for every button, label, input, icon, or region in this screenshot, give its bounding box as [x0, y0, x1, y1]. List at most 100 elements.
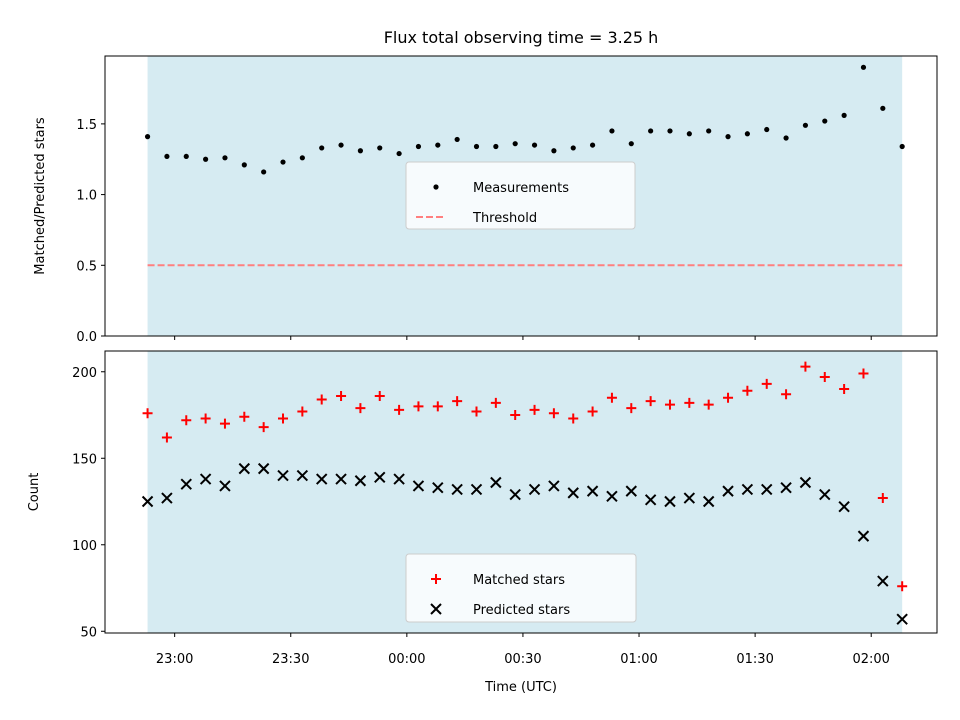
measurement-point: [319, 145, 325, 151]
predicted-star-point: [354, 475, 367, 487]
legend-label: Matched stars: [473, 573, 565, 588]
predicted-star-point: [393, 473, 405, 485]
predicted-star-point: [199, 473, 212, 485]
legend-label: Threshold: [472, 211, 537, 226]
measurement-point: [841, 112, 847, 118]
predicted-star-point: [451, 483, 463, 496]
predicted-star-point: [780, 481, 792, 494]
matched-star-point: [200, 413, 211, 424]
predicted-star-point: [761, 483, 773, 496]
count-y-tick-label: 50: [80, 625, 97, 640]
measurement-point: [164, 153, 170, 160]
predicted-star-point: [315, 473, 328, 485]
predicted-star-point: [799, 476, 812, 489]
predicted-star-point: [141, 495, 154, 508]
predicted-star-point: [586, 485, 599, 497]
measurement-point: [183, 153, 189, 160]
predicted-star-point: [644, 494, 657, 506]
predicted-star-point: [567, 487, 579, 499]
measurement-point: [802, 122, 809, 128]
measurement-point: [628, 141, 634, 147]
count-y-tick-label: 200: [72, 366, 97, 381]
x-tick-label: 23:00: [156, 652, 193, 667]
measurement-point: [899, 143, 905, 150]
predicted-star-point: [683, 492, 696, 504]
matched-star-point: [490, 397, 501, 408]
ratio-y-tick-label: 1.0: [76, 189, 97, 204]
predicted-star-point: [819, 488, 831, 501]
matched-star-point: [568, 413, 579, 424]
count-y-tick-label: 100: [72, 539, 97, 554]
measurement-point: [783, 135, 789, 141]
measurement-point: [589, 142, 596, 148]
matched-star-point: [374, 390, 385, 401]
measurement-point: [203, 156, 209, 162]
ratio-y-tick-label: 0.0: [76, 330, 97, 345]
legend-label: Predicted stars: [473, 603, 570, 618]
measurement-point: [261, 169, 267, 175]
legend-matched-swatch: [431, 574, 441, 584]
predicted-star-point: [877, 575, 889, 587]
matched-star-point: [761, 378, 772, 389]
x-tick-label: 01:30: [736, 652, 773, 667]
predicted-star-point: [296, 469, 309, 482]
ratio-legend-box: [405, 161, 636, 230]
x-tick-label: 23:30: [272, 652, 309, 667]
predicted-star-point: [470, 483, 483, 496]
matched-star-point: [258, 422, 269, 433]
measurement-point: [512, 141, 518, 147]
matched-star-point: [742, 385, 753, 396]
ratio-y-tick-label: 1.5: [76, 118, 97, 133]
predicted-star-point: [702, 495, 715, 508]
matched-star-point: [510, 410, 521, 421]
measurement-point: [415, 143, 422, 150]
measurement-point: [473, 143, 480, 150]
matched-star-point: [471, 406, 482, 417]
measurement-point: [744, 131, 750, 137]
predicted-star-point: [625, 485, 637, 497]
count-legend-box: [405, 553, 637, 623]
measurement-point: [570, 145, 576, 151]
measurement-point: [144, 134, 151, 140]
measurement-point: [454, 136, 460, 143]
measurement-point: [299, 155, 305, 161]
matched-star-point: [297, 406, 308, 417]
measurement-point: [706, 128, 712, 134]
predicted-star-point: [857, 530, 870, 542]
matched-star-point: [548, 408, 559, 419]
matched-star-point: [529, 404, 540, 415]
matched-star-point: [161, 432, 172, 443]
matched-star-point: [587, 406, 598, 417]
predicted-star-point: [219, 480, 231, 492]
matched-star-point: [819, 371, 830, 382]
predicted-star-point: [722, 485, 734, 497]
ratio-y-tick-label: 0.5: [76, 259, 97, 274]
predicted-star-point: [412, 480, 425, 492]
measurement-point: [280, 159, 286, 165]
measurement-point: [551, 148, 557, 154]
count-axes-frame: [104, 350, 938, 634]
predicted-star-point: [548, 480, 560, 492]
measurement-point: [241, 162, 247, 168]
ratio-legend: Measurements Threshold: [405, 161, 636, 230]
matched-star-point: [684, 397, 695, 408]
predicted-star-point: [432, 481, 444, 494]
matched-star-point: [452, 396, 463, 407]
x-tick-label: 02:00: [852, 652, 889, 667]
measurement-point: [531, 142, 538, 148]
legend-predicted-swatch: [430, 603, 442, 615]
predicted-star-point: [490, 476, 502, 489]
predicted-star-point: [896, 613, 908, 625]
predicted-star-point: [509, 488, 521, 501]
predicted-star-point: [741, 483, 754, 496]
matched-star-point: [432, 401, 443, 412]
predicted-star-point: [238, 462, 251, 475]
measurement-point: [222, 155, 228, 161]
predicted-star-point: [161, 492, 173, 504]
x-axis-label: Time (UTC): [484, 680, 557, 695]
matched-star-point: [355, 403, 366, 414]
measurement-point: [686, 131, 692, 137]
matched-star-point: [703, 399, 714, 410]
matched-star-point: [897, 581, 908, 592]
